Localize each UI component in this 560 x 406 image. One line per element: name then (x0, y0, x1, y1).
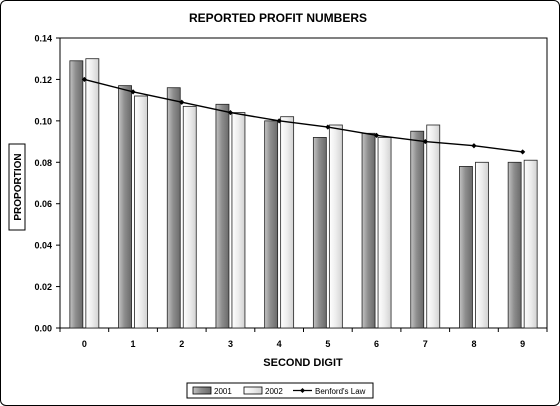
legend-label-benford: Benford's Law (315, 387, 366, 396)
bar-2001-5 (312, 137, 327, 329)
benford-marker-5 (325, 124, 331, 130)
plot-area (59, 37, 548, 329)
bar-2001-9 (507, 161, 522, 329)
y-tick-label: 0.12 (34, 75, 52, 85)
benford-line (84, 78, 523, 153)
bar-2002-6 (377, 137, 392, 329)
benford-marker-7 (422, 138, 428, 145)
x-tick-label: 3 (228, 339, 233, 349)
y-tick-label: 0.06 (34, 199, 52, 209)
benford-marker-9 (520, 149, 526, 155)
bar-2002-4 (280, 116, 295, 329)
x-tick-label: 6 (374, 339, 379, 349)
x-tick-label: 1 (131, 339, 136, 349)
bar-2001-2 (166, 87, 181, 329)
benford-marker-3 (227, 109, 234, 116)
bar-2002-9 (523, 159, 538, 329)
x-tick-label: 8 (471, 339, 476, 349)
legend-marker-benford (300, 388, 305, 393)
y-tick-label: 0.14 (34, 34, 52, 44)
bar-2001-6 (361, 132, 376, 329)
legend-swatch-2001 (192, 386, 212, 395)
benford-marker-8 (471, 143, 477, 149)
x-tick-label: 9 (520, 339, 525, 349)
bar-2002-7 (426, 124, 441, 329)
bar-2002-3 (231, 112, 246, 329)
y-tick-label: 0.00 (34, 324, 52, 334)
bar-2002-5 (328, 124, 343, 329)
x-tick-label: 4 (277, 339, 282, 349)
y-tick-label: 0.10 (34, 116, 52, 126)
bar-2001-3 (215, 103, 230, 329)
y-axis-label-box: PROPORTION (8, 143, 26, 231)
legend: 2001 2002 Benford's Law (186, 382, 374, 399)
legend-label-2002: 2002 (265, 387, 283, 396)
x-tick-label: 2 (179, 339, 184, 349)
benford-marker-6 (373, 132, 380, 138)
bar-2002-1 (134, 95, 148, 329)
chart-title: REPORTED PROFIT NUMBERS (189, 11, 367, 25)
benford-marker-2 (179, 99, 185, 105)
y-tick-label: 0.08 (34, 158, 52, 168)
bar-2001-1 (118, 85, 132, 329)
legend-box (186, 382, 374, 399)
x-tick-label: 7 (423, 339, 428, 349)
y-tick-label: 0.04 (34, 241, 52, 251)
bar-2001-7 (410, 130, 425, 329)
legend-swatch-2002 (243, 386, 263, 395)
bar-2002-0 (85, 58, 100, 329)
y-axis-label: PROPORTION (13, 153, 24, 220)
legend-label-2001: 2001 (214, 387, 232, 396)
benford-marker-1 (130, 89, 136, 95)
benford-marker-0 (81, 76, 87, 83)
benford-marker-4 (276, 118, 282, 124)
x-tick-label: 0 (82, 339, 87, 349)
bar-2002-8 (475, 161, 489, 329)
bar-2002-2 (182, 105, 197, 329)
bar-2001-8 (459, 166, 473, 329)
y-tick-label: 0.02 (34, 282, 52, 292)
bar-2001-0 (69, 60, 84, 329)
x-tick-label: 5 (325, 339, 330, 349)
bar-2001-4 (264, 120, 279, 329)
x-axis-label: SECOND DIGIT (263, 357, 343, 369)
